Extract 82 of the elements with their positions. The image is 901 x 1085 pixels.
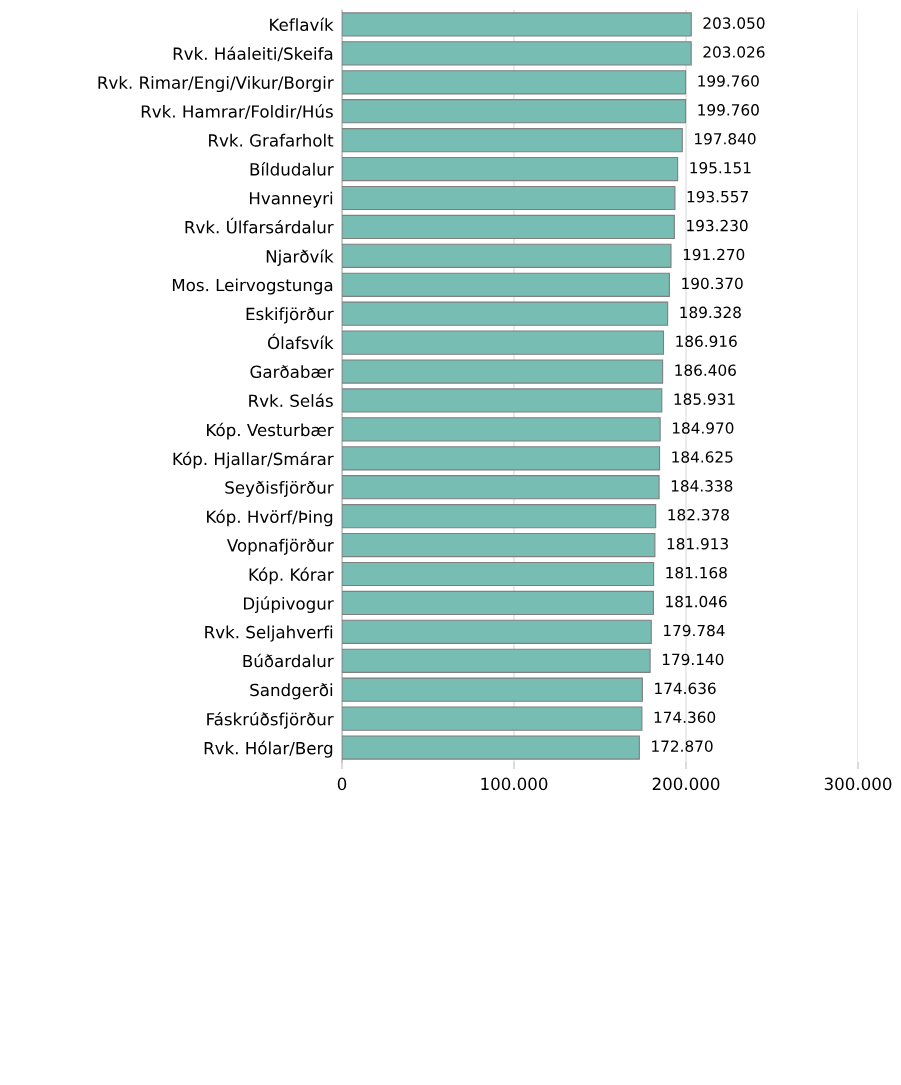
bar bbox=[342, 532, 656, 558]
bar bbox=[342, 272, 670, 297]
y-tick-label: Rvk. Seljahverfi bbox=[205, 625, 333, 642]
bar bbox=[342, 446, 661, 471]
y-tick-label: Keflavík bbox=[270, 17, 334, 32]
data-label: 193.557 bbox=[687, 190, 748, 203]
bar bbox=[342, 590, 654, 616]
data-label: 179.140 bbox=[662, 653, 724, 666]
data-label: 203.026 bbox=[703, 46, 765, 58]
y-tick-label: Fáskrúðsfjörður bbox=[207, 711, 334, 729]
y-tick-label: Vopnafjörður bbox=[226, 538, 334, 555]
bar bbox=[342, 706, 643, 731]
bar bbox=[342, 359, 664, 384]
bar bbox=[342, 214, 675, 240]
data-label: 186.916 bbox=[676, 335, 737, 348]
y-tick-label: Rvk. Hólar/Berg bbox=[204, 740, 333, 758]
bar bbox=[342, 504, 657, 529]
data-label: 181.046 bbox=[666, 595, 727, 608]
y-tick-label: Bíldudalur bbox=[250, 162, 334, 176]
bar bbox=[342, 128, 683, 153]
bar bbox=[342, 156, 679, 182]
data-label: 197.840 bbox=[695, 133, 756, 145]
bar bbox=[342, 330, 665, 355]
y-tick-label: Kóp. Hvörf/Þing bbox=[207, 509, 333, 527]
data-label: 193.230 bbox=[687, 219, 748, 232]
bar bbox=[342, 70, 687, 95]
y-tick-label: Mos. Leirvogstunga bbox=[172, 278, 333, 295]
data-label: 182.378 bbox=[668, 509, 729, 521]
y-tick-label: Sandgerði bbox=[250, 683, 333, 700]
data-label: 184.338 bbox=[671, 480, 733, 492]
data-label: 174.636 bbox=[655, 682, 716, 695]
bar bbox=[342, 99, 687, 124]
y-tick-label: Eskifjörður bbox=[246, 307, 334, 324]
bar bbox=[342, 648, 651, 673]
data-label: 172.870 bbox=[652, 740, 713, 752]
y-tick-label: Rvk. Grafarholt bbox=[209, 133, 334, 147]
y-tick-label: Garðabær bbox=[250, 365, 334, 379]
y-tick-label: Rvk. Selás bbox=[249, 393, 333, 408]
bar bbox=[342, 475, 660, 500]
data-label: 190.370 bbox=[682, 277, 743, 290]
x-tick-label: 200.000 bbox=[652, 777, 720, 791]
y-tick-label: Ólafsvík bbox=[267, 333, 334, 350]
x-tick-label: 100.000 bbox=[481, 777, 548, 791]
data-label: 181.913 bbox=[667, 537, 728, 550]
y-tick-label: Kóp. Kórar bbox=[249, 567, 334, 585]
data-label: 195.151 bbox=[690, 161, 751, 174]
y-tick-label: Hvanneyri bbox=[249, 191, 333, 208]
y-tick-label: Rvk. Úlfarsárdalur bbox=[185, 217, 334, 234]
y-tick-label: Djúpivogur bbox=[244, 596, 334, 614]
data-label: 184.970 bbox=[672, 422, 734, 434]
data-label: 179.784 bbox=[664, 624, 725, 637]
data-label: 181.168 bbox=[666, 566, 727, 579]
data-label: 199.760 bbox=[698, 75, 759, 87]
y-tick-label: Njarðvík bbox=[266, 249, 334, 266]
bar bbox=[342, 417, 661, 442]
bar bbox=[342, 388, 663, 413]
data-label: 203.050 bbox=[703, 17, 765, 29]
y-tick-label: Seyðisfjörður bbox=[225, 480, 334, 498]
bar bbox=[342, 561, 655, 587]
bar bbox=[342, 301, 669, 326]
bar bbox=[342, 735, 640, 760]
data-label: 186.406 bbox=[675, 364, 736, 376]
y-tick-label: Rvk. Rimar/Engi/Vikur/Borgir bbox=[98, 75, 334, 93]
x-tick-label: 0 bbox=[337, 777, 347, 791]
data-label: 184.625 bbox=[672, 451, 733, 463]
data-label: 189.328 bbox=[680, 306, 741, 319]
bar bbox=[342, 677, 643, 702]
data-label: 174.360 bbox=[654, 711, 716, 724]
bar bbox=[342, 41, 692, 66]
y-tick-label: Rvk. Háaleiti/Skeifa bbox=[173, 46, 333, 62]
y-tick-label: Rvk. Hamrar/Foldir/Hús bbox=[141, 104, 333, 120]
data-label: 185.931 bbox=[674, 393, 735, 405]
y-tick-label: Kóp. Hjallar/Smárar bbox=[173, 451, 334, 469]
data-label: 191.270 bbox=[683, 248, 745, 261]
data-label: 199.760 bbox=[698, 104, 759, 116]
bar bbox=[342, 185, 676, 211]
bar bbox=[342, 243, 672, 268]
x-tick-label: 300.000 bbox=[824, 777, 892, 791]
bar bbox=[342, 619, 652, 644]
y-tick-label: Kóp. Vesturbær bbox=[207, 422, 334, 440]
bar bbox=[342, 12, 692, 37]
y-tick-label: Búðardalur bbox=[243, 653, 334, 668]
